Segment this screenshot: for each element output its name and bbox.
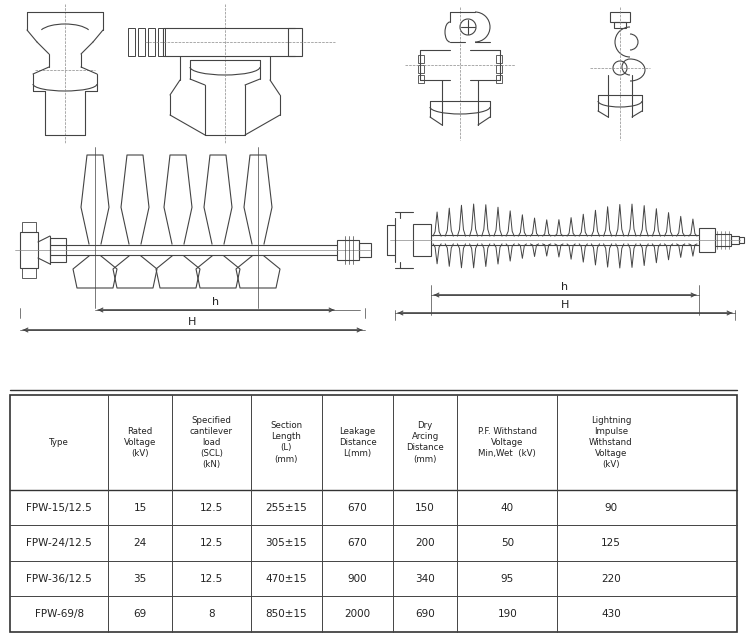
Bar bbox=[610, 12, 630, 22]
Text: 50: 50 bbox=[500, 538, 514, 548]
Text: FPW-69/8: FPW-69/8 bbox=[34, 609, 84, 620]
Bar bbox=[128, 28, 135, 56]
Text: 12.5: 12.5 bbox=[199, 502, 223, 513]
Text: 470±15: 470±15 bbox=[265, 573, 307, 584]
Text: FPW-24/12.5: FPW-24/12.5 bbox=[26, 538, 92, 548]
Text: 255±15: 255±15 bbox=[265, 502, 307, 513]
Text: H: H bbox=[187, 317, 196, 327]
Text: h: h bbox=[562, 282, 568, 292]
Text: 69: 69 bbox=[134, 609, 146, 620]
Text: 340: 340 bbox=[415, 573, 435, 584]
Text: 12.5: 12.5 bbox=[199, 573, 223, 584]
Text: 305±15: 305±15 bbox=[265, 538, 307, 548]
Text: 35: 35 bbox=[134, 573, 146, 584]
Bar bbox=[715, 234, 731, 246]
Bar bbox=[418, 65, 424, 73]
Bar bbox=[20, 232, 38, 268]
Text: 15: 15 bbox=[134, 502, 146, 513]
Bar bbox=[22, 222, 36, 232]
Text: 125: 125 bbox=[601, 538, 621, 548]
Text: Lightning
Impulse
Withstand
Voltage
(kV): Lightning Impulse Withstand Voltage (kV) bbox=[589, 416, 633, 469]
Text: 200: 200 bbox=[415, 538, 435, 548]
Text: 430: 430 bbox=[601, 609, 621, 620]
Bar bbox=[496, 55, 502, 63]
Text: P.F. Withstand
Voltage
Min,Wet  (kV): P.F. Withstand Voltage Min,Wet (kV) bbox=[478, 427, 537, 458]
Text: 90: 90 bbox=[604, 502, 618, 513]
Bar bbox=[418, 55, 424, 63]
Bar bbox=[22, 268, 36, 278]
Text: 40: 40 bbox=[500, 502, 514, 513]
Bar bbox=[148, 28, 155, 56]
Bar bbox=[158, 28, 165, 56]
Bar bbox=[739, 237, 744, 243]
Bar bbox=[496, 65, 502, 73]
Text: 24: 24 bbox=[134, 538, 146, 548]
Text: 670: 670 bbox=[347, 538, 368, 548]
Text: 12.5: 12.5 bbox=[199, 538, 223, 548]
Bar bbox=[138, 28, 145, 56]
Text: 190: 190 bbox=[498, 609, 517, 620]
Text: Dry
Arcing
Distance
(mm): Dry Arcing Distance (mm) bbox=[406, 421, 444, 463]
Bar bbox=[10, 395, 737, 632]
Text: Specified
cantilever
load
(SCL)
(kN): Specified cantilever load (SCL) (kN) bbox=[190, 416, 233, 469]
Bar bbox=[418, 75, 424, 83]
Text: 670: 670 bbox=[347, 502, 368, 513]
Text: H: H bbox=[561, 300, 569, 310]
Text: FPW-36/12.5: FPW-36/12.5 bbox=[26, 573, 92, 584]
Text: 220: 220 bbox=[601, 573, 621, 584]
Bar bbox=[731, 236, 739, 244]
Text: 900: 900 bbox=[347, 573, 368, 584]
Bar bbox=[699, 228, 715, 252]
Text: Leakage
Distance
L(mm): Leakage Distance L(mm) bbox=[338, 427, 376, 458]
Bar bbox=[614, 22, 626, 28]
Text: Rated
Voltage
(kV): Rated Voltage (kV) bbox=[124, 427, 156, 458]
Text: FPW-15/12.5: FPW-15/12.5 bbox=[26, 502, 92, 513]
Bar bbox=[50, 238, 66, 262]
Text: h: h bbox=[212, 297, 220, 307]
Bar bbox=[288, 28, 302, 56]
Text: 150: 150 bbox=[415, 502, 435, 513]
Text: 690: 690 bbox=[415, 609, 435, 620]
Bar bbox=[359, 243, 371, 257]
Text: Section
Length
(L)
(mm): Section Length (L) (mm) bbox=[270, 421, 303, 463]
Text: 95: 95 bbox=[500, 573, 514, 584]
Bar bbox=[413, 224, 431, 256]
Text: 2000: 2000 bbox=[344, 609, 371, 620]
Text: 8: 8 bbox=[208, 609, 214, 620]
Text: Type: Type bbox=[49, 438, 69, 447]
Text: 850±15: 850±15 bbox=[265, 609, 307, 620]
Bar bbox=[496, 75, 502, 83]
Bar bbox=[337, 240, 359, 260]
